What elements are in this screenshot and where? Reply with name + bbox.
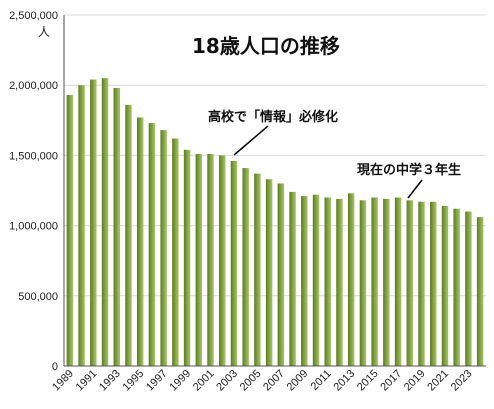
x-tick-label: 2003: [214, 368, 240, 394]
x-tick-label: 1999: [167, 368, 193, 394]
bar-2008: [289, 191, 296, 366]
annotation-johou-pointer: [233, 125, 269, 156]
bar-2017: [394, 197, 402, 366]
x-tick-label: 2001: [191, 368, 217, 394]
bar-2022: [453, 208, 460, 366]
x-tick-label: 2021: [425, 368, 451, 394]
bar-1995: [136, 117, 144, 366]
bar-1994: [125, 104, 132, 366]
x-tick-label: 2011: [309, 368, 334, 393]
bar-2004: [242, 168, 249, 366]
y-axis-unit-label: 人: [38, 25, 50, 39]
y-tick-label: 500,000: [18, 291, 58, 303]
y-tick-label: 0: [52, 361, 58, 373]
annotation-chugaku: 現在の中学３年生: [357, 162, 461, 199]
bar-2009: [301, 196, 308, 366]
bar-2020: [430, 201, 437, 366]
x-tick-label: 1991: [74, 368, 100, 394]
x-tick-label: 2019: [402, 368, 428, 394]
x-tick-label: 1995: [121, 368, 147, 394]
x-tick-label: 1993: [97, 368, 123, 394]
x-tick-label: 2007: [261, 368, 287, 394]
bar-2002: [219, 155, 226, 366]
bars-group: [66, 78, 484, 367]
bar-1998: [172, 138, 179, 366]
bar-2021: [441, 205, 449, 366]
bar-1990: [78, 85, 85, 366]
bar-2005: [254, 173, 261, 366]
x-tick-label: 2005: [238, 368, 264, 394]
annotation-johou: 高校で「情報」必修化: [208, 109, 338, 156]
y-tick-label: 2,000,000: [9, 80, 58, 92]
bar-2007: [277, 183, 285, 366]
bar-2019: [418, 201, 425, 366]
bar-2006: [265, 179, 273, 366]
annotation-chugaku-pointer: [407, 179, 423, 199]
bar-1991: [90, 79, 97, 367]
bar-1989: [66, 95, 74, 366]
x-tick-label: 1997: [144, 368, 170, 394]
bar-2018: [406, 200, 414, 366]
x-tick-label: 2009: [285, 368, 311, 394]
bar-2016: [383, 198, 390, 366]
bar-2001: [207, 153, 214, 366]
y-tick-label: 1,500,000: [9, 150, 58, 162]
gridlines: [64, 14, 486, 297]
y-tick-label: 2,500,000: [9, 10, 58, 22]
x-tick-label: 2015: [355, 368, 381, 394]
bar-2024: [476, 217, 484, 366]
bar-2003: [230, 161, 238, 366]
x-tick-label: 2017: [378, 368, 404, 394]
bar-1999: [183, 149, 191, 366]
bar-1993: [113, 88, 120, 367]
x-axis-tick-labels: 1989199119931995199719992001200320052007…: [50, 368, 474, 394]
y-tick-label: 1,000,000: [9, 221, 58, 233]
bar-2000: [195, 153, 203, 366]
bar-2015: [371, 197, 378, 366]
y-axis-tick-labels: 0 500,000 1,000,000 1,500,000 2,000,000 2,500…: [9, 10, 58, 373]
bar-2023: [465, 211, 472, 366]
bar-1996: [148, 123, 156, 366]
chart-title: 18歳人口の推移: [192, 34, 340, 58]
annotation-johou-label: 高校で「情報」必修化: [208, 109, 338, 125]
axes: [63, 15, 486, 367]
annotation-chugaku-label: 現在の中学３年生: [357, 162, 461, 178]
bar-2013: [347, 193, 355, 366]
x-tick-label: 2013: [332, 368, 358, 394]
bar-1992: [101, 78, 109, 367]
bar-2011: [324, 197, 331, 366]
bar-2012: [336, 198, 343, 366]
bar-2014: [359, 200, 367, 366]
bar-2010: [312, 194, 320, 366]
bar-1997: [160, 130, 167, 366]
x-tick-label: 2023: [449, 368, 475, 394]
